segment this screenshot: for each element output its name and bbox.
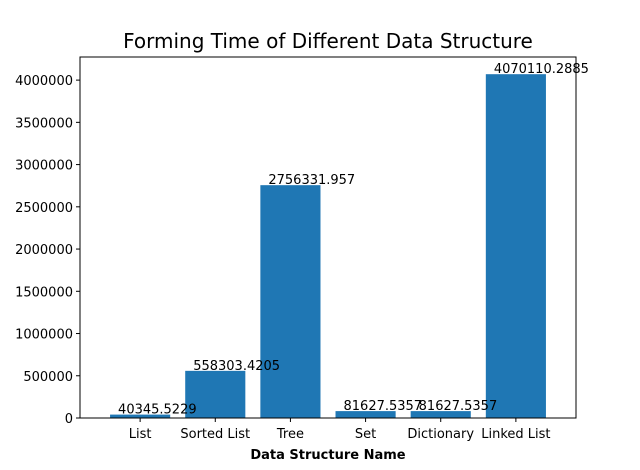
y-tick-label: 3500000 [15,116,73,131]
data-label-sorted-list: 558303.4205 [193,359,280,374]
chart-title: Forming Time of Different Data Structure [123,29,533,53]
x-tick-label: List [129,427,152,442]
bar-dictionary [410,411,471,418]
y-tick-label: 500000 [23,370,73,385]
bar-linked-list [485,74,546,418]
y-tick-label: 2000000 [15,243,73,258]
data-label-tree: 2756331.957 [268,173,355,188]
x-axis-label: Data Structure Name [250,448,405,463]
x-axis-ticks: List Sorted List Tree Set Dictionary Linked L… [129,418,551,442]
bar-list [110,414,171,418]
plot-frame [79,56,577,419]
bar-set [335,411,396,418]
y-tick-label: 4000000 [15,74,73,89]
x-tick-label: Sorted List [180,427,250,442]
bar-sorted-list [185,370,246,418]
data-label-set: 81627.5357 [344,399,423,414]
x-tick-label: Set [355,427,376,442]
bar-tree [260,185,321,418]
data-label-dictionary: 81627.5357 [419,399,498,414]
y-tick-label: 2500000 [15,201,73,216]
x-tick-label: Linked List [481,427,550,442]
data-label-linked-list: 4070110.2885 [494,62,589,77]
data-label-list: 40345.5229 [118,403,197,418]
x-tick-label: Tree [276,427,304,442]
y-tick-label: 1000000 [15,328,73,343]
bars-group [110,74,546,418]
data-labels: 40345.5229 558303.4205 2756331.957 81627.53… [118,62,589,417]
y-tick-label: 0 [65,412,73,427]
x-tick-label: Dictionary [407,427,474,442]
y-tick-label: 1500000 [15,285,73,300]
y-axis-ticks: 0 500000 1000000 1500000 2000000 2500000 30000… [15,74,80,427]
y-tick-label: 3000000 [15,159,73,174]
